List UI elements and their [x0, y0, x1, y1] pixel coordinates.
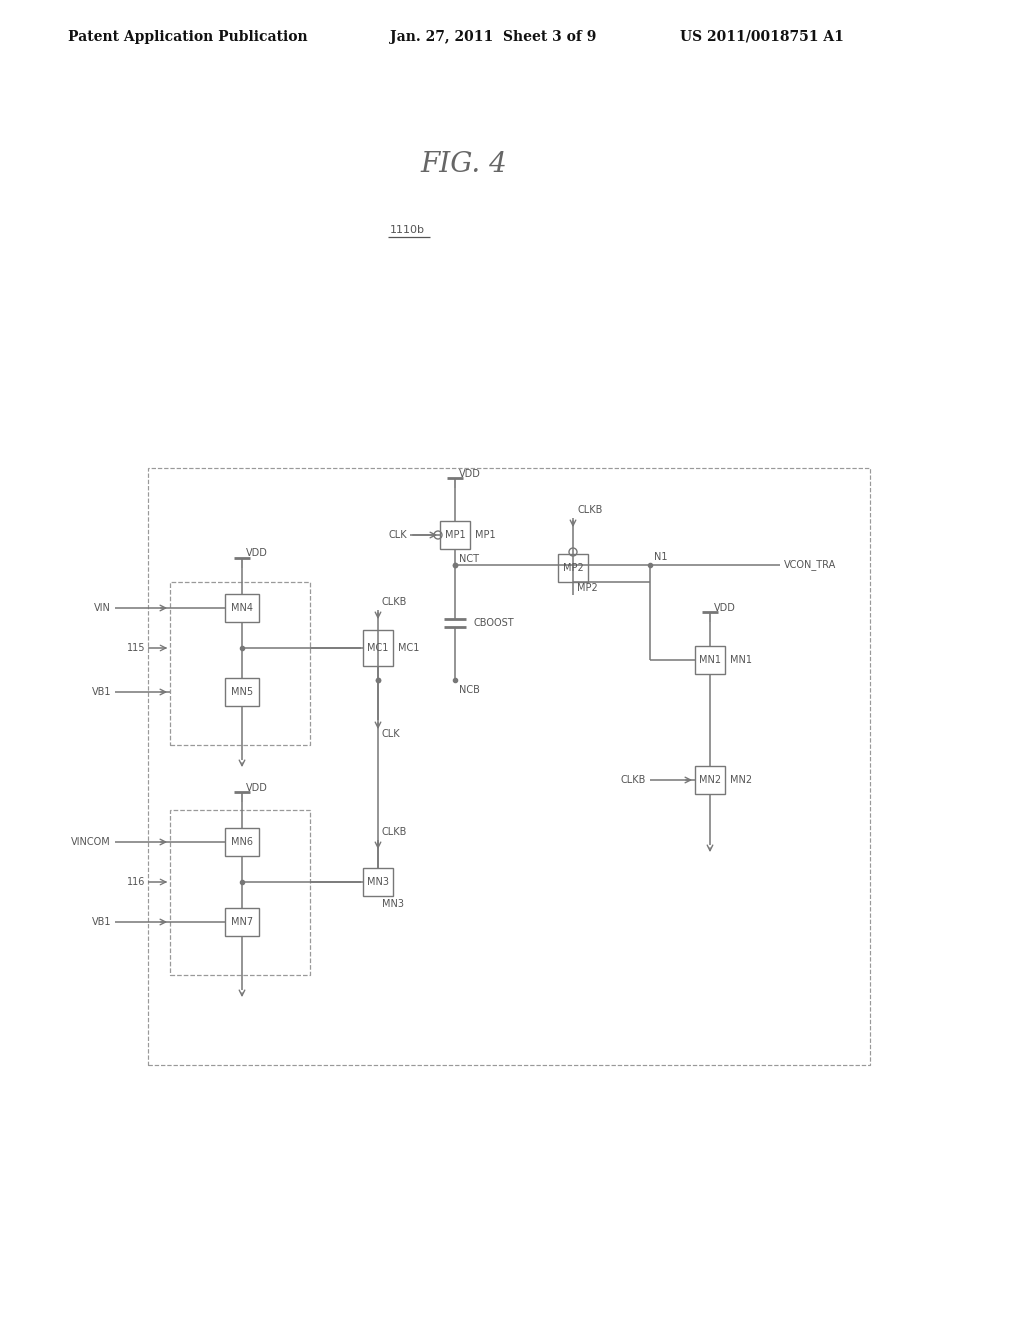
Text: MN1: MN1: [699, 655, 721, 665]
Bar: [440, 521, 470, 549]
Text: VCON_TRA: VCON_TRA: [784, 560, 837, 570]
Text: MN3: MN3: [367, 876, 389, 887]
Text: CLK: CLK: [388, 531, 407, 540]
Text: Jan. 27, 2011  Sheet 3 of 9: Jan. 27, 2011 Sheet 3 of 9: [390, 30, 596, 44]
Text: VINCOM: VINCOM: [72, 837, 111, 847]
Bar: [170, 582, 310, 744]
Text: VDD: VDD: [246, 548, 268, 558]
Text: FIG. 4: FIG. 4: [420, 152, 507, 178]
Text: MC1: MC1: [398, 643, 420, 653]
Text: MN2: MN2: [699, 775, 721, 785]
Bar: [695, 645, 725, 675]
Text: VB1: VB1: [91, 686, 111, 697]
Text: MP1: MP1: [444, 531, 465, 540]
Bar: [225, 828, 259, 855]
Text: CLK: CLK: [382, 729, 400, 739]
Text: MN3: MN3: [382, 899, 404, 909]
Bar: [225, 678, 259, 706]
Bar: [225, 594, 259, 622]
Bar: [558, 554, 588, 582]
Text: MN2: MN2: [730, 775, 752, 785]
Text: MN6: MN6: [231, 837, 253, 847]
Bar: [362, 869, 393, 896]
Text: CLKB: CLKB: [382, 828, 408, 837]
Text: 1110b: 1110b: [390, 224, 425, 235]
Text: Patent Application Publication: Patent Application Publication: [68, 30, 307, 44]
Text: 116: 116: [127, 876, 145, 887]
Text: 115: 115: [127, 643, 145, 653]
Text: MP2: MP2: [577, 583, 598, 593]
Text: CLKB: CLKB: [577, 506, 602, 515]
Text: US 2011/0018751 A1: US 2011/0018751 A1: [680, 30, 844, 44]
Text: NCT: NCT: [459, 554, 479, 564]
Bar: [225, 908, 259, 936]
Text: CLKB: CLKB: [382, 597, 408, 607]
Text: VDD: VDD: [459, 469, 481, 479]
Text: MC1: MC1: [368, 643, 389, 653]
Text: CLKB: CLKB: [621, 775, 646, 785]
Bar: [170, 810, 310, 975]
Text: VDD: VDD: [246, 783, 268, 793]
Text: MN1: MN1: [730, 655, 752, 665]
Text: MN4: MN4: [231, 603, 253, 612]
Bar: [695, 766, 725, 795]
Text: CBOOST: CBOOST: [473, 618, 514, 627]
Text: MP2: MP2: [562, 564, 584, 573]
Text: MP1: MP1: [475, 531, 496, 540]
Text: VIN: VIN: [94, 603, 111, 612]
Bar: [362, 630, 393, 667]
Text: NCB: NCB: [459, 685, 480, 696]
Text: MN7: MN7: [231, 917, 253, 927]
Text: N1: N1: [654, 552, 668, 562]
Bar: [148, 469, 870, 1065]
Text: VDD: VDD: [714, 603, 736, 612]
Text: VB1: VB1: [91, 917, 111, 927]
Text: MN5: MN5: [231, 686, 253, 697]
